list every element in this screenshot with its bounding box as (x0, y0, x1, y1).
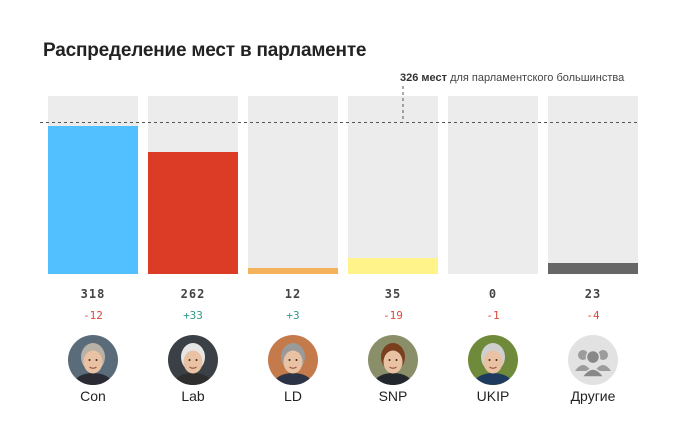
seat-change-ld: +3 (286, 309, 300, 322)
party-label-con: Con (80, 388, 106, 404)
seat-count-lab: 262 (180, 287, 206, 301)
seat-count-snp: 35 (384, 287, 402, 301)
avatar-con (68, 335, 118, 385)
bar-track-lab (148, 96, 238, 274)
bar-track-others (548, 96, 638, 274)
seat-change-others: -4 (586, 309, 600, 322)
avatar-ukip (468, 335, 518, 385)
party-label-ld: LD (284, 388, 302, 404)
party-label-lab: Lab (181, 388, 205, 404)
party-label-snp: SNP (378, 388, 408, 404)
seat-count-others: 23 (584, 287, 602, 301)
seat-count-con: 318 (80, 287, 106, 301)
party-label-others: Другие (570, 388, 616, 404)
bar-others[interactable] (548, 263, 638, 274)
avatar-snp (368, 335, 418, 385)
avatar-ld (268, 335, 318, 385)
group-icon (568, 335, 618, 385)
bar-track-con (48, 96, 138, 274)
bar-track-ld (248, 96, 338, 274)
seat-change-snp: -19 (383, 309, 403, 322)
bar-track-snp (348, 96, 438, 274)
seat-count-ukip: 0 (488, 287, 498, 301)
majority-text: для парламентского большинства (447, 72, 625, 84)
seat-count-ld: 12 (284, 287, 302, 301)
bar-track-ukip (448, 96, 538, 274)
seat-change-con: -12 (83, 309, 103, 322)
chart-title: Распределение мест в парламенте (43, 40, 367, 61)
bar-lab[interactable] (148, 152, 238, 274)
bar-snp[interactable] (348, 257, 438, 274)
seat-change-ukip: -1 (486, 309, 500, 322)
majority-label: 326 мест для парламентского большинства (400, 72, 624, 84)
seat-change-lab: +33 (183, 309, 203, 322)
majority-value: 326 мест (400, 72, 448, 84)
party-label-ukip: UKIP (476, 388, 510, 404)
bar-con[interactable] (48, 126, 138, 274)
avatar-lab (168, 335, 218, 385)
bar-ld[interactable] (248, 268, 338, 274)
